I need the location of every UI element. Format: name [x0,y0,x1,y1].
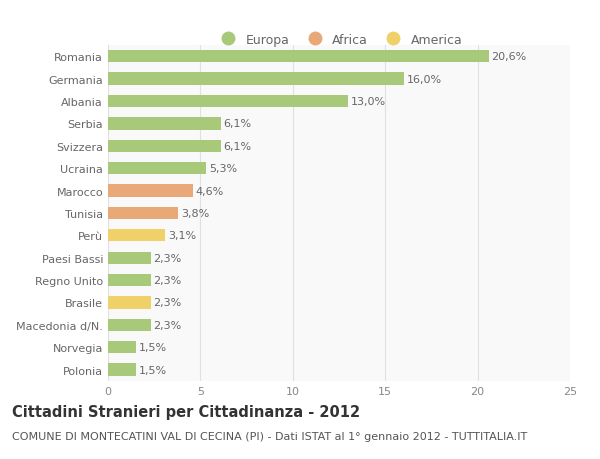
Text: 1,5%: 1,5% [139,342,167,353]
Bar [108,274,151,286]
Text: 20,6%: 20,6% [491,52,527,62]
Text: 2,3%: 2,3% [153,320,182,330]
Text: 13,0%: 13,0% [351,97,386,107]
Bar [108,341,136,353]
Bar [108,140,221,152]
Text: 2,3%: 2,3% [153,253,182,263]
Bar [108,207,178,219]
Bar [108,51,488,63]
Legend: Europa, Africa, America: Europa, Africa, America [211,28,467,51]
Bar [108,252,151,264]
Text: 3,8%: 3,8% [181,208,209,218]
Text: 2,3%: 2,3% [153,275,182,285]
Text: 3,1%: 3,1% [168,231,196,241]
Bar [108,297,151,309]
Bar [108,230,165,242]
Text: 2,3%: 2,3% [153,298,182,308]
Text: 6,1%: 6,1% [223,119,251,129]
Text: 16,0%: 16,0% [406,74,442,84]
Bar [108,185,193,197]
Text: 1,5%: 1,5% [139,365,167,375]
Bar [108,162,206,175]
Text: 5,3%: 5,3% [209,164,237,174]
Text: COMUNE DI MONTECATINI VAL DI CECINA (PI) - Dati ISTAT al 1° gennaio 2012 - TUTTI: COMUNE DI MONTECATINI VAL DI CECINA (PI)… [12,431,527,442]
Bar [108,118,221,130]
Bar [108,319,151,331]
Bar [108,73,404,85]
Text: 4,6%: 4,6% [196,186,224,196]
Bar [108,364,136,376]
Text: 6,1%: 6,1% [223,141,251,151]
Bar [108,95,348,108]
Text: Cittadini Stranieri per Cittadinanza - 2012: Cittadini Stranieri per Cittadinanza - 2… [12,404,360,419]
